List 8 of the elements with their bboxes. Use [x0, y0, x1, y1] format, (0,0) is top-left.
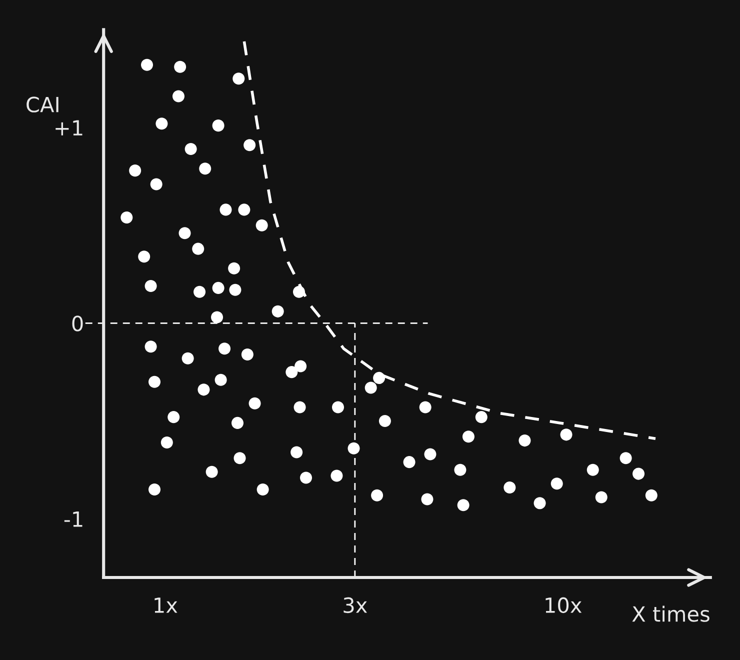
x-axis-title: X times [632, 606, 710, 622]
y-axis-title: CAI [26, 96, 58, 112]
y-tick-label: 0 [72, 316, 83, 332]
x-tick-label: 10x [546, 597, 582, 614]
y-tick-label: +1 [56, 120, 82, 136]
x-tick-label: 1x [154, 598, 178, 613]
x-tick-label: 3x [344, 597, 368, 614]
y-tick-label: -1 [64, 512, 82, 527]
